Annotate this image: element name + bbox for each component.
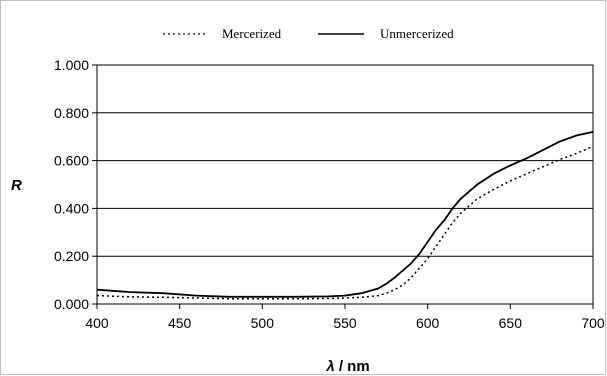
y-tick-label: 1.000 — [54, 57, 89, 73]
x-tick-label: 450 — [168, 315, 192, 331]
x-tick-label: 600 — [416, 315, 440, 331]
y-tick-label: 0.200 — [54, 248, 89, 264]
y-tick-label: 0.600 — [54, 153, 89, 169]
x-tick-label: 500 — [251, 315, 275, 331]
x-tick-label: 550 — [333, 315, 357, 331]
gridlines — [97, 112, 593, 257]
axis-ticks: 0.000 0.200 0.400 0.600 0.800 1.000 400 450 500 5… — [54, 57, 605, 331]
plot-area-border — [96, 64, 594, 305]
x-axis-label-unit: / nm — [335, 358, 370, 375]
x-tick-label: 650 — [499, 315, 523, 331]
y-tick-label: 0.400 — [54, 200, 89, 216]
x-axis-label-symbol: λ — [325, 358, 334, 375]
x-tick-label: 400 — [85, 315, 109, 331]
x-tick-label: 700 — [581, 315, 605, 331]
y-tick-label: 0.000 — [54, 296, 89, 312]
series-line-unmercerized — [96, 131, 594, 298]
legend-label-mercerized: Mercerized — [222, 26, 282, 41]
series-line-mercerized — [96, 145, 594, 300]
series-lines — [96, 131, 594, 300]
y-tick-label: 0.800 — [54, 105, 89, 121]
legend: Mercerized Unmercerized — [163, 26, 454, 41]
y-axis-label: R — [11, 177, 22, 194]
legend-label-unmercerized: Unmercerized — [380, 26, 454, 41]
x-axis-label: λ / nm — [325, 358, 369, 375]
